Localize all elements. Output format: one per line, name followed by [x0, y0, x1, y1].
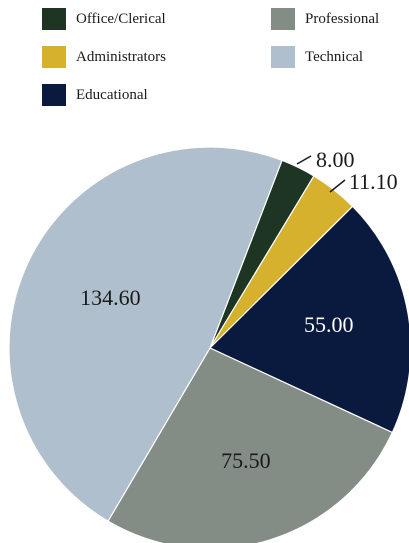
data-label: 75.50: [221, 448, 271, 473]
legend-item-office-clerical: Office/Clerical: [42, 8, 166, 30]
legend-label: Office/Clerical: [76, 10, 166, 27]
legend-item-educational: Educational: [42, 84, 148, 106]
legend-item-professional: Professional: [271, 8, 379, 30]
data-label: 134.60: [80, 285, 141, 310]
legend-swatch: [271, 8, 295, 30]
legend-swatch: [271, 46, 295, 68]
leader-line: [329, 179, 346, 193]
data-label: 55.00: [304, 312, 354, 337]
data-label: 11.10: [349, 169, 398, 194]
data-label: 8.00: [316, 147, 355, 172]
legend-label: Technical: [305, 48, 364, 65]
pie-slice-technical: [8, 146, 283, 523]
legend-item-administrators: Administrators: [42, 46, 166, 68]
legend-swatch: [42, 46, 66, 68]
chart-legend: Office/Clerical Administrators Education…: [0, 0, 409, 120]
pie-slice-professional: [107, 347, 394, 543]
legend-item-technical: Technical: [271, 46, 363, 68]
pie-slice-educational: [208, 205, 409, 434]
legend-label: Administrators: [76, 48, 166, 65]
leader-line: [296, 155, 312, 165]
legend-swatch: [42, 84, 66, 106]
legend-label: Educational: [76, 86, 148, 103]
legend-label: Professional: [305, 10, 380, 27]
legend-swatch: [42, 8, 66, 30]
